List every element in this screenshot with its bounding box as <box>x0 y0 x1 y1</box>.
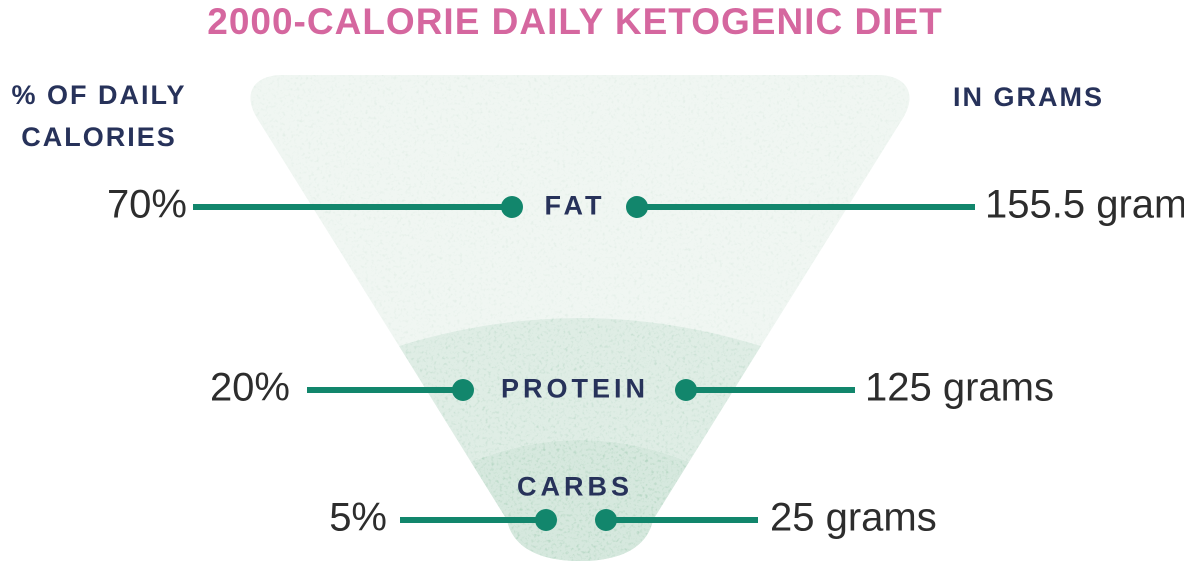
fat-left-connector-dot <box>501 196 523 218</box>
protein-left-connector-line <box>307 387 463 393</box>
left-column-header-line2: CALORIES <box>21 122 177 152</box>
protein-right-connector-line <box>686 387 855 393</box>
carbs-right-connector-line <box>606 517 758 523</box>
carbs-percent-value: 5% <box>329 495 387 540</box>
carbs-label: CARBS <box>516 471 634 502</box>
fat-grams-value: 155.5 grams <box>985 182 1184 227</box>
fat-left-connector-line <box>193 204 512 210</box>
chart-title: 2000-CALORIE DAILY KETOGENIC DIET <box>207 1 943 42</box>
fat-label: FAT <box>544 190 606 221</box>
funnel-texture-overlay <box>250 75 910 561</box>
protein-grams-value: 125 grams <box>865 365 1054 410</box>
protein-percent-value: 20% <box>209 365 290 410</box>
right-column-header: IN GRAMS <box>953 82 1104 112</box>
fat-right-connector-line <box>637 204 975 210</box>
fat-percent-value: 70% <box>106 182 187 227</box>
left-column-header-line1: % OF DAILY <box>11 80 187 110</box>
carbs-left-connector-line <box>400 517 546 523</box>
protein-label: PROTEIN <box>500 373 650 404</box>
protein-left-connector-dot <box>452 379 474 401</box>
carbs-left-connector-dot <box>535 509 557 531</box>
left-column-header: % OF DAILY CALORIES <box>0 74 198 158</box>
carbs-grams-value: 25 grams <box>770 495 937 540</box>
